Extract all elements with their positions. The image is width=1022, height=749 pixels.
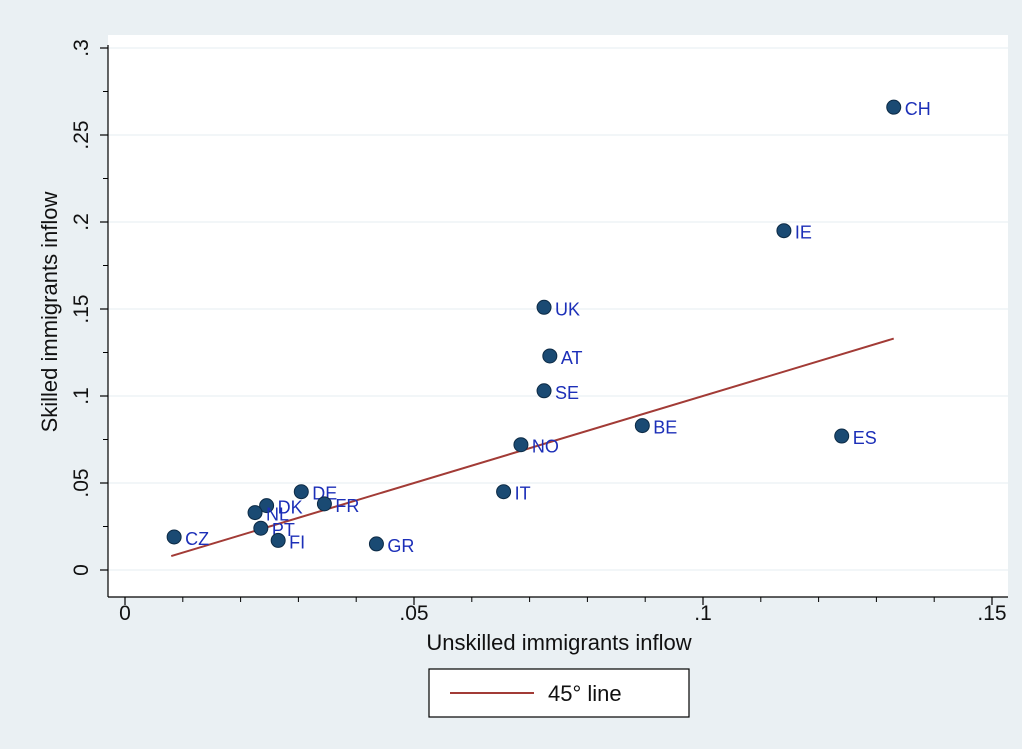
y-tick-label: .1	[70, 387, 93, 405]
data-point	[834, 428, 850, 444]
data-point-label: UK	[555, 299, 580, 319]
legend: 45° line	[428, 668, 690, 718]
x-tick-label: .1	[694, 602, 712, 625]
data-point-label: DK	[278, 498, 303, 518]
legend-label: 45° line	[548, 681, 622, 706]
x-tick-label: .05	[399, 602, 428, 625]
y-axis-title: Skilled immigrants inflow	[37, 191, 62, 432]
reference-line-path	[170, 337, 895, 558]
data-point	[776, 223, 792, 239]
y-tick-label: .05	[70, 468, 93, 497]
reference-line	[170, 337, 895, 558]
x-tick-label: .15	[977, 602, 1006, 625]
data-point	[886, 99, 902, 115]
data-point-label: BE	[653, 418, 677, 438]
data-point-label: FI	[289, 532, 305, 552]
data-point	[513, 437, 529, 453]
data-point-label: CZ	[185, 529, 209, 549]
y-tick-label: .25	[70, 120, 93, 149]
data-point	[270, 532, 286, 548]
data-point-label: IE	[795, 223, 812, 243]
data-point-label: NO	[532, 437, 559, 457]
data-point	[634, 418, 650, 434]
data-point-label: IT	[515, 484, 531, 504]
x-tick-label: 0	[119, 602, 131, 625]
gridlines	[108, 47, 1008, 571]
axes: 0 .05 .1 .15 .2 .25 .3 0 .05 .1 .15	[70, 39, 1008, 625]
data-point	[259, 498, 275, 514]
data-point-label: GR	[387, 536, 414, 556]
data-point-label: NL	[266, 505, 289, 525]
y-tick-label: .3	[70, 39, 93, 57]
data-point-label: CH	[905, 99, 931, 119]
data-point-label: DE	[312, 484, 337, 504]
data-point	[253, 520, 269, 536]
data-point	[542, 348, 558, 364]
data-point-label: FR	[335, 496, 359, 516]
data-point	[368, 536, 384, 552]
data-point-label: AT	[561, 348, 583, 368]
data-point	[536, 383, 552, 399]
data-point	[496, 484, 512, 500]
data-point	[293, 484, 309, 500]
y-tick-label: .15	[70, 294, 93, 323]
data-point	[166, 529, 182, 545]
y-tick-label: 0	[70, 564, 93, 576]
y-tick-label: .2	[70, 213, 93, 231]
x-axis-title: Unskilled immigrants inflow	[426, 630, 691, 655]
plot-area	[108, 35, 1008, 597]
data-point	[536, 299, 552, 315]
data-point-label: ES	[853, 428, 877, 448]
data-point	[316, 496, 332, 512]
data-point	[247, 505, 263, 521]
data-point-label: SE	[555, 383, 579, 403]
